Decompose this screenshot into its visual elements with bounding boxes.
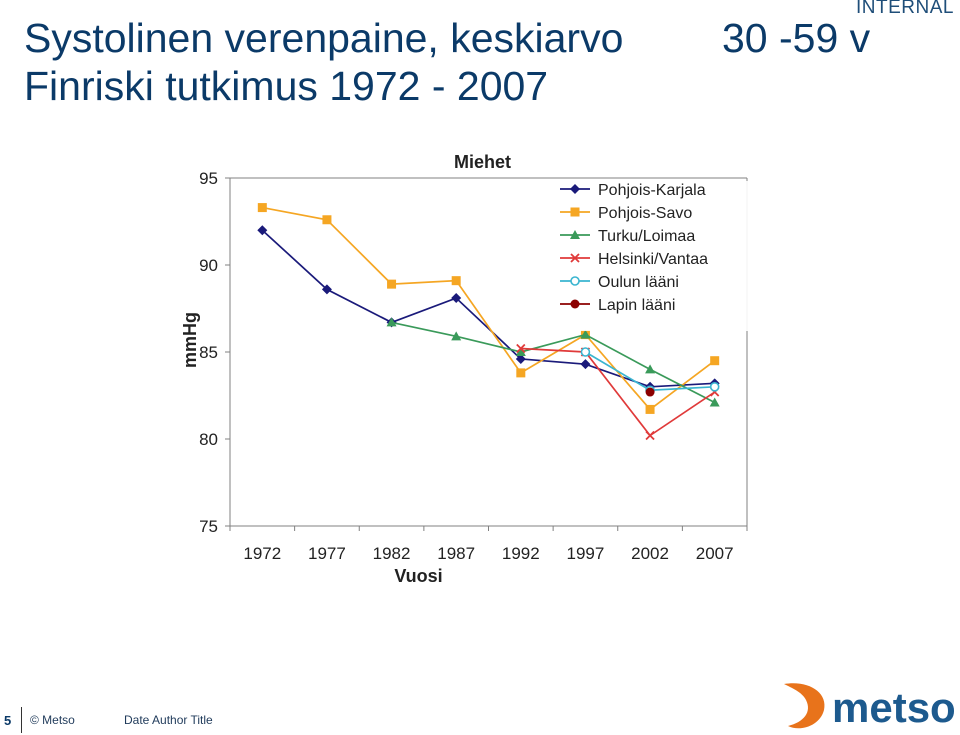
- legend-label-turku-loimaa: Turku/Loimaa: [598, 228, 695, 245]
- line-chart: 75 80 85 90 95 1972 1977 1982 1987 1992 1997 2002 20…: [180, 152, 752, 586]
- data-point-turku-loimaa: [451, 331, 462, 341]
- y-tick-label: 95: [199, 169, 218, 188]
- data-point-pohjois-savo: [451, 276, 461, 286]
- x-tick-label: 2002: [631, 544, 669, 563]
- data-point-pohjois-savo: [645, 404, 655, 414]
- data-point-lapin-l-ni: [645, 387, 655, 397]
- data-point-turku-loimaa: [709, 397, 720, 407]
- data-point-pohjois-karjala: [580, 359, 591, 370]
- legend-box: [552, 181, 752, 331]
- data-point-helsinki-vantaa: [516, 343, 526, 354]
- x-tick-label: 1992: [502, 544, 540, 563]
- y-axis-title: mmHg: [180, 312, 200, 368]
- y-tick-label: 75: [199, 517, 218, 536]
- legend-marker-turku-loimaa: [570, 230, 580, 239]
- copyright: © Metso: [30, 713, 75, 727]
- internal-label: INTERNAL: [856, 0, 954, 18]
- legend-label-helsinki-vantaa: Helsinki/Vantaa: [598, 251, 708, 268]
- data-point-pohjois-savo: [516, 368, 526, 378]
- x-tick-label: 1997: [567, 544, 605, 563]
- footer-divider: [21, 707, 22, 733]
- y-tick-label: 90: [199, 256, 218, 275]
- x-axis-title: Vuosi: [394, 566, 442, 586]
- data-point-turku-loimaa: [515, 347, 526, 356]
- y-tick-label: 85: [199, 343, 218, 362]
- title-line-1: Systolinen verenpaine, keskiarvo: [24, 15, 624, 61]
- footer-meta: Date Author Title: [124, 713, 213, 727]
- data-point-pohjois-savo: [322, 215, 332, 225]
- legend-marker-helsinki-vantaa: [570, 253, 580, 263]
- data-point-turku-loimaa: [645, 364, 656, 374]
- x-tick-label: 2007: [696, 544, 734, 563]
- legend-marker-lapin-l-ni: [570, 299, 580, 309]
- legend-label-oulun-l-ni: Oulun lääni: [598, 274, 679, 291]
- page-title: Systolinen verenpaine, keskiarvo Finrisk…: [24, 14, 623, 110]
- x-tick-label: 1982: [373, 544, 411, 563]
- age-range: 30 -59 v: [722, 15, 871, 61]
- data-point-pohjois-karjala: [321, 284, 332, 295]
- logo-text: metso: [832, 684, 956, 731]
- footer: 5 © Metso Date Author Title: [0, 705, 960, 735]
- title-line-2: Finriski tutkimus 1972 - 2007: [24, 63, 549, 109]
- data-point-pohjois-savo: [710, 356, 720, 366]
- legend-marker-pohjois-savo: [570, 207, 580, 217]
- data-point-pohjois-savo: [387, 279, 397, 289]
- x-tick-label: 1987: [437, 544, 475, 563]
- chart-title: Miehet: [454, 152, 511, 172]
- data-point-pohjois-karjala: [257, 225, 268, 236]
- data-point-pohjois-savo: [257, 203, 267, 213]
- logo-swoosh-icon: [784, 683, 825, 729]
- data-point-pohjois-karjala: [451, 293, 462, 304]
- data-point-helsinki-vantaa: [645, 430, 655, 441]
- data-point-oulun-l-ni: [580, 347, 591, 357]
- legend-marker-pohjois-karjala: [570, 184, 580, 194]
- legend-label-pohjois-savo: Pohjois-Savo: [598, 205, 692, 222]
- series-line-pohjois-savo: [262, 206, 716, 411]
- legend-label-pohjois-karjala: Pohjois-Karjala: [598, 182, 706, 199]
- x-tick-label: 1977: [308, 544, 346, 563]
- series-line-turku-loimaa: [391, 321, 716, 404]
- y-tick-label: 80: [199, 430, 218, 449]
- metso-logo: metso: [784, 683, 956, 731]
- x-tick-label: 1972: [243, 544, 281, 563]
- series-line-helsinki-vantaa: [520, 347, 716, 437]
- data-point-turku-loimaa: [386, 317, 397, 327]
- data-point-turku-loimaa: [580, 329, 591, 339]
- data-point-oulun-l-ni: [709, 382, 720, 392]
- page-number: 5: [4, 713, 12, 728]
- legend-label-lapin-l-ni: Lapin lääni: [598, 297, 675, 314]
- data-point-pohjois-karjala: [515, 353, 526, 364]
- legend-marker-oulun-l-ni: [570, 276, 580, 286]
